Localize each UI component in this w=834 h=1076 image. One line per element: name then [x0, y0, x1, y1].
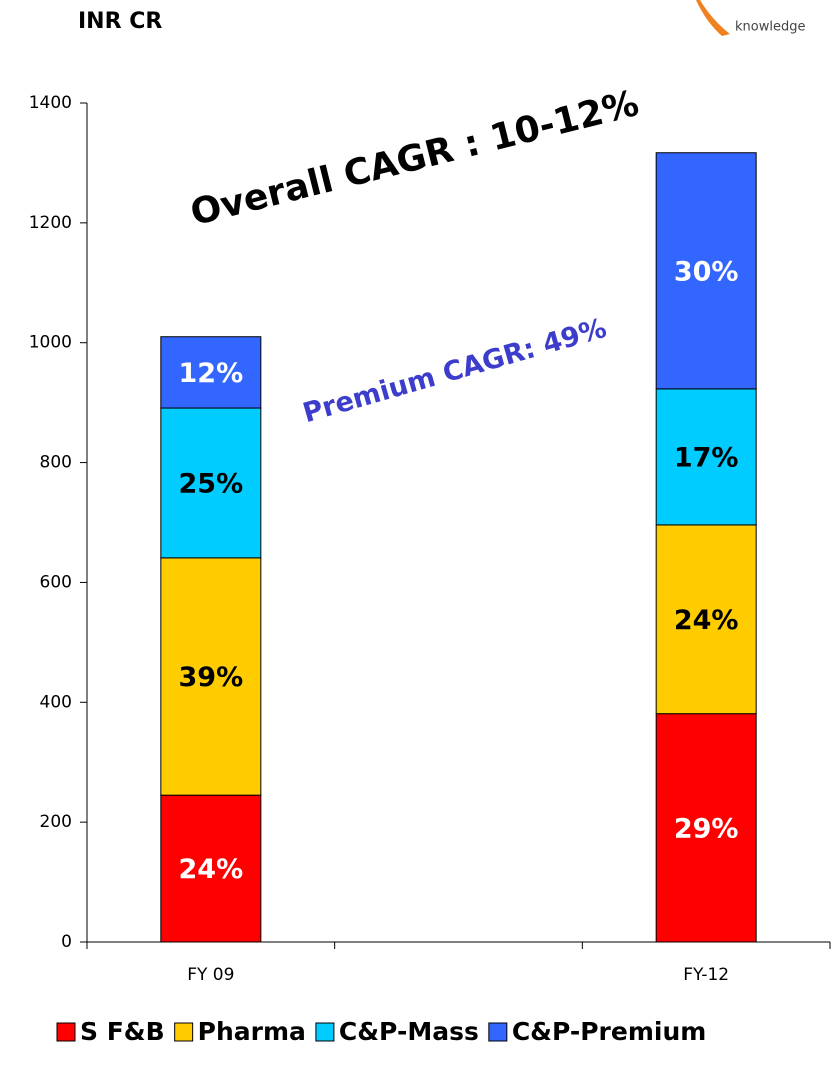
legend-swatch [56, 1022, 76, 1042]
y-tick-label: 1000 [29, 333, 72, 353]
value-label: 29% [674, 813, 739, 844]
legend-label: S F&B [80, 1017, 165, 1046]
value-label: 25% [179, 468, 244, 499]
bar-segment [655, 713, 757, 943]
legend-label: C&P-Mass [339, 1017, 479, 1046]
bar-segment [160, 794, 262, 943]
bar-segment [655, 152, 757, 390]
value-label: 30% [674, 256, 739, 287]
y-tick-label: 0 [61, 932, 72, 952]
bar-segment [655, 524, 757, 715]
value-label: 17% [674, 442, 739, 473]
y-tick-label: 1400 [29, 93, 72, 113]
legend-swatch [488, 1022, 508, 1042]
bar-segment [160, 336, 262, 409]
bar-segment [160, 407, 262, 559]
logo-mark [696, 0, 730, 36]
logo-text: knowledge [735, 20, 805, 35]
y-tick-label: 800 [40, 453, 72, 473]
value-label: 39% [179, 662, 244, 693]
y-tick-label: 600 [40, 572, 72, 592]
y-tick-label: 1200 [29, 213, 72, 233]
annotation: Overall CAGR : 10-12% [187, 83, 643, 234]
legend-label: C&P-Premium [512, 1017, 706, 1046]
y-tick-label: 400 [40, 692, 72, 712]
x-tick-label: FY-12 [683, 965, 729, 985]
legend-swatch [315, 1022, 335, 1042]
bar-segment [655, 388, 757, 526]
value-label: 24% [674, 605, 739, 636]
x-tick-label: FY 09 [187, 965, 234, 985]
legend-swatch [174, 1022, 194, 1042]
value-label: 12% [179, 358, 244, 389]
chart-title: INR CR [78, 9, 162, 34]
value-label: 24% [179, 854, 244, 885]
bar-segment [160, 557, 262, 796]
annotation: Premium CAGR: 49% [300, 313, 610, 429]
y-tick-label: 200 [40, 812, 72, 832]
legend-label: Pharma [198, 1017, 306, 1046]
